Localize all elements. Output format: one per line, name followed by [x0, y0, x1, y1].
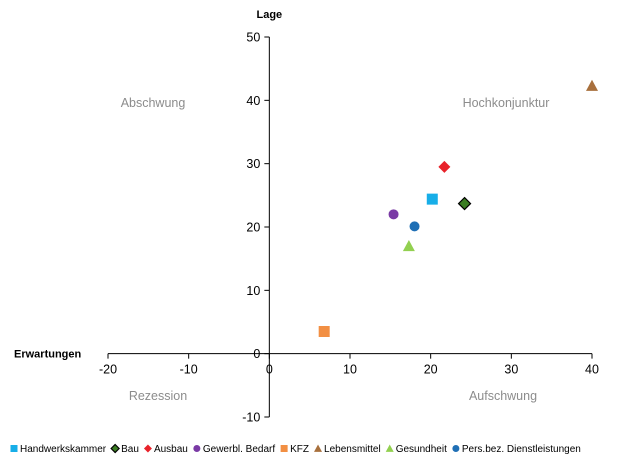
legend-marker-pers-bez-dienstleistungen: [452, 445, 460, 452]
legend-marker-lebensmittel: [314, 444, 323, 452]
point-gesundheit: [402, 240, 415, 252]
data-points: [318, 79, 598, 337]
x-tick-label: -20: [99, 363, 117, 377]
legend-label-kfz: KFZ: [290, 444, 309, 455]
x-tick-label: 30: [504, 363, 518, 377]
ticks: -20 -10 0 10 20 30 40 -10 0 10 20 30 40 50: [99, 31, 599, 425]
x-tick-label: 40: [585, 363, 599, 377]
x-tick-label: 10: [343, 363, 357, 377]
point-lebensmittel: [586, 79, 598, 91]
x-tick-label: 0: [266, 363, 273, 377]
legend-label-handwerkskammer: Handwerkskammer: [20, 444, 107, 455]
point-handwerkskammer: [426, 193, 438, 205]
legend: Handwerkskammer Bau Ausbau Gewerbl. Bedarf K…: [10, 443, 581, 455]
x-tick-label: 20: [424, 363, 438, 377]
axes: Lage Erwartungen: [14, 9, 592, 417]
point-gewerbl-bedarf: [388, 209, 399, 220]
legend-marker-ausbau: [143, 444, 152, 453]
y-tick-label: 50: [246, 31, 260, 45]
legend-marker-bau: [110, 443, 120, 454]
y-tick-label: 0: [253, 347, 260, 361]
y-tick-label: 10: [246, 284, 260, 298]
legend-label-bau: Bau: [121, 444, 139, 455]
legend-marker-kfz: [280, 445, 288, 452]
legend-label-gewerbl-bedarf: Gewerbl. Bedarf: [203, 444, 275, 455]
quadrant-label-rezession: Rezession: [129, 389, 187, 403]
x-tick-label: -10: [180, 363, 198, 377]
point-kfz: [318, 326, 330, 337]
y-tick-label: 40: [246, 94, 260, 108]
quadrant-labels: Abschwung Hochkonjunktur Rezession Aufsc…: [121, 96, 550, 403]
quadrant-label-aufschwung: Aufschwung: [469, 389, 537, 403]
y-tick-label: 30: [246, 157, 260, 171]
quadrant-label-hochkonjunktur: Hochkonjunktur: [463, 96, 550, 110]
legend-label-lebensmittel: Lebensmittel: [324, 444, 381, 455]
legend-marker-handwerkskammer: [10, 445, 18, 452]
y-axis-title: Lage: [256, 9, 282, 21]
point-pers-bez-dienstleistungen: [409, 221, 420, 232]
legend-label-ausbau: Ausbau: [154, 444, 188, 455]
legend-marker-gesundheit: [385, 444, 394, 452]
y-tick-label: -10: [242, 411, 260, 425]
legend-label-pers-bez-dienstleistungen: Pers.bez. Dienstleistungen: [462, 444, 581, 455]
y-tick-label: 20: [246, 221, 260, 235]
quadrant-label-abschwung: Abschwung: [121, 96, 186, 110]
point-bau: [457, 196, 472, 211]
point-ausbau: [438, 160, 451, 173]
legend-marker-gewerbl-bedarf: [193, 445, 201, 452]
legend-label-gesundheit: Gesundheit: [396, 444, 447, 455]
x-axis-title: Erwartungen: [14, 349, 82, 361]
